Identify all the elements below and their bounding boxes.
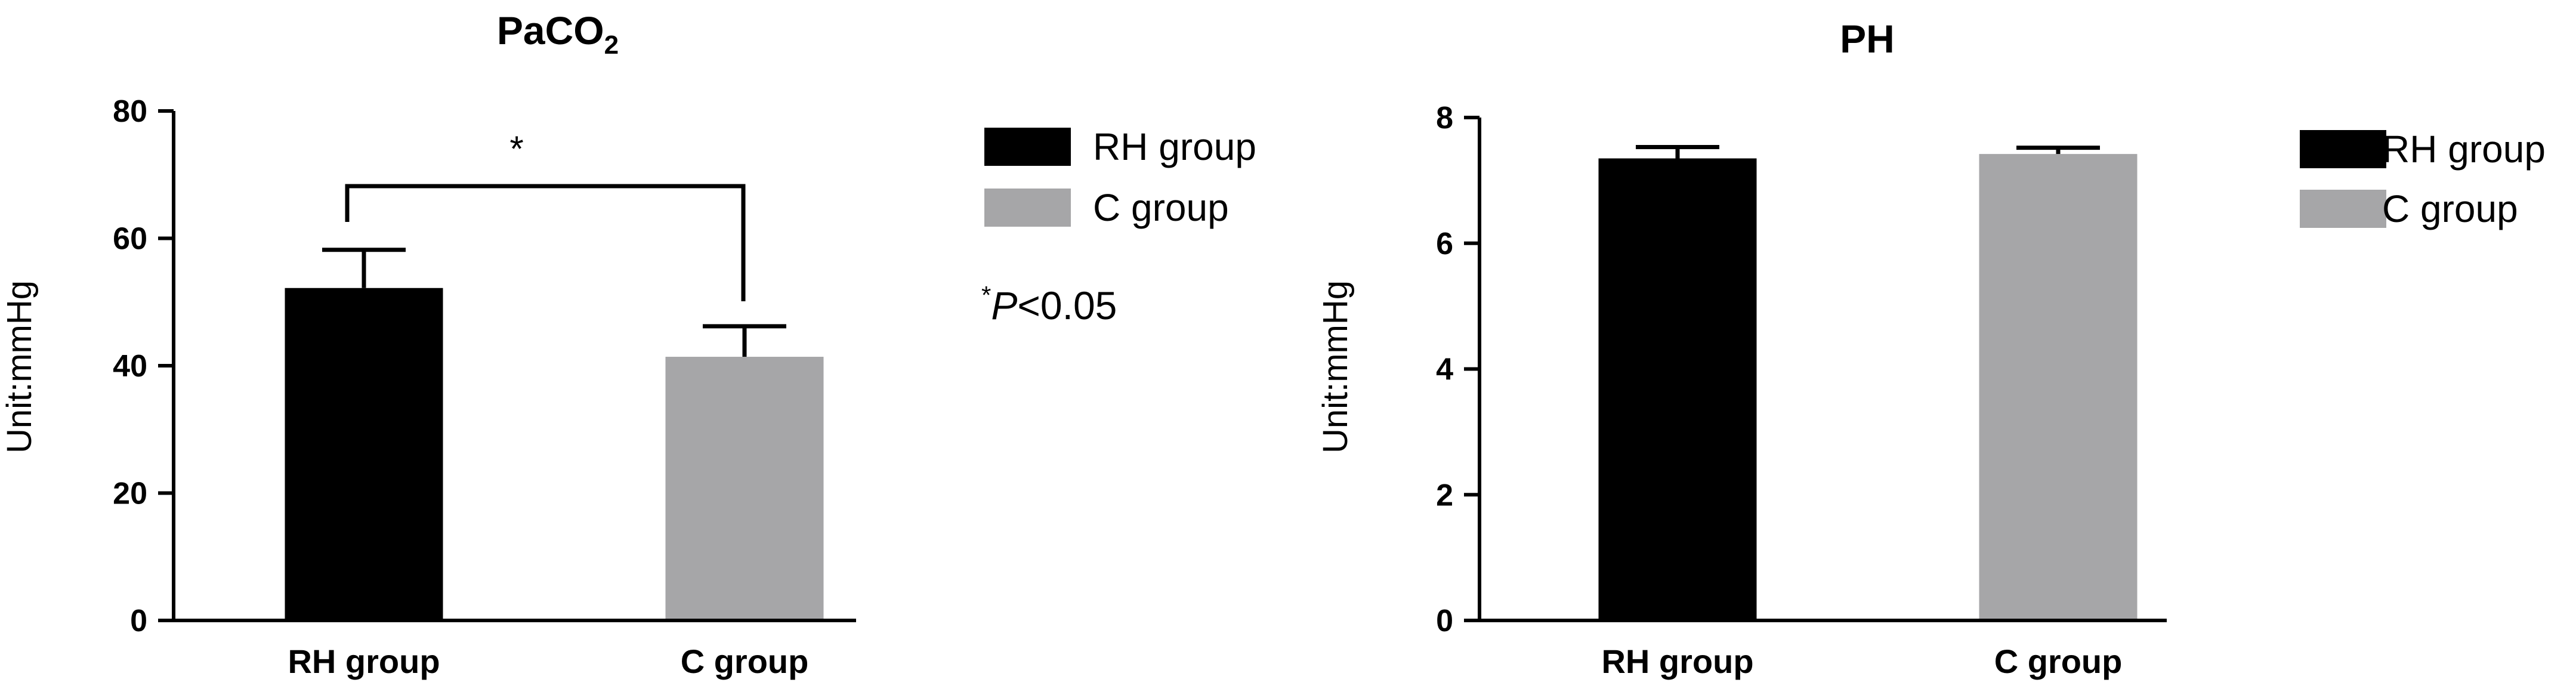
legend-label-c: C group: [2382, 187, 2518, 230]
x-tick-label: C group: [681, 643, 809, 680]
y-tick-label: 4: [1436, 353, 1453, 387]
chart-title-main: PaCO: [497, 8, 604, 52]
bar-rh-group: [285, 288, 443, 620]
x-tick-label: RH group: [288, 643, 440, 680]
note-threshold: <0.05: [1017, 283, 1117, 328]
bar-c-group: [1979, 154, 2138, 620]
chart-title-subscript: 2: [604, 30, 619, 60]
chart-title: PH: [1840, 17, 1895, 61]
y-tick-label: 2: [1436, 478, 1453, 512]
legend-swatch-rh: [2300, 130, 2386, 168]
chart-title: PaCO2: [497, 8, 619, 60]
legend-label-rh: RH group: [2382, 128, 2546, 171]
y-tick-label: 8: [1436, 101, 1453, 135]
y-tick-label: 60: [113, 222, 147, 257]
y-tick-label: 0: [130, 604, 147, 638]
y-axis-label: Unit:mmHg: [0, 280, 39, 453]
chart-paco2: PaCO2 Unit:mmHg 0 20 40 60 80 RH group C gro…: [0, 8, 1256, 680]
y-tick-label: 6: [1436, 227, 1453, 261]
error-bar: [1636, 145, 1719, 159]
error-bar: [2016, 146, 2100, 155]
x-tick-label: C group: [1994, 643, 2123, 680]
note-p: P: [991, 283, 1017, 328]
y-tick-label: 20: [113, 477, 147, 511]
legend-swatch-c: [984, 189, 1071, 227]
legend-swatch-rh: [984, 128, 1071, 166]
y-tick-label: 80: [113, 94, 147, 129]
note-star: *: [981, 281, 991, 309]
legend: RH group C group: [2300, 128, 2546, 230]
significance-bracket: [345, 184, 746, 301]
x-tick-label: RH group: [1601, 643, 1753, 680]
bar-c-group: [665, 357, 824, 620]
legend-label-rh: RH group: [1093, 125, 1256, 168]
error-bar: [322, 248, 406, 288]
y-axis-label: Unit:mmHg: [1316, 280, 1355, 453]
legend-label-c: C group: [1093, 186, 1229, 229]
y-tick-label: 0: [1436, 604, 1453, 638]
error-bar: [703, 324, 786, 357]
significance-star: *: [509, 129, 523, 169]
y-tick-label: 40: [113, 349, 147, 384]
legend-swatch-c: [2300, 190, 2386, 228]
chart-ph: PH Unit:mmHg 0 2 4 6 8 RH group C group RH g…: [1316, 17, 2546, 680]
legend: RH group C group: [984, 125, 1256, 229]
significance-note: *P<0.05: [981, 281, 1117, 328]
bar-rh-group: [1598, 158, 1757, 620]
